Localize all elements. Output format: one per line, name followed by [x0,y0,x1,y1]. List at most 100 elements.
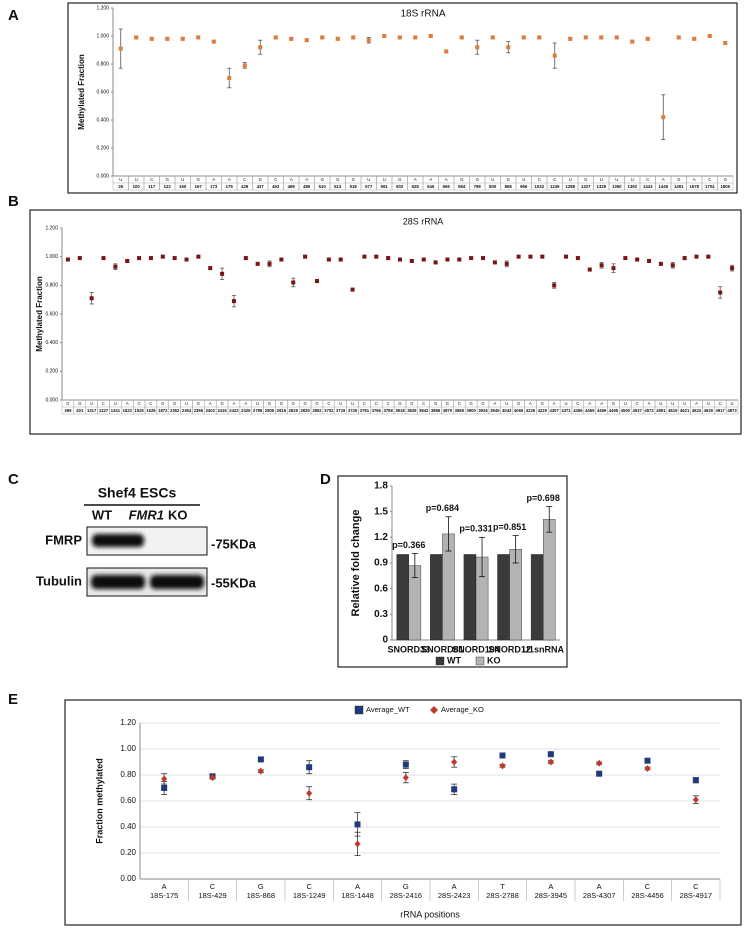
size-marker: -55KDa [211,575,257,590]
base-label: G [280,401,283,406]
y-tick-label: 1.2 [374,532,388,543]
y-tick-label: 0.200 [96,145,109,151]
base-label: A [290,177,293,182]
data-point [661,115,666,120]
position-label: 4043 [502,408,512,413]
bar [530,554,544,641]
y-tick-label: 0.9 [374,558,388,569]
y-tick-label: 1.000 [45,254,58,260]
data-point [475,45,480,50]
blot-band [91,575,145,589]
position-label: 602 [396,184,404,189]
base-label: A [244,401,247,406]
position-label: 3900 [466,408,476,413]
base-label: C [243,177,246,182]
base-label: C [363,401,366,406]
data-point [289,36,294,41]
panel-letter: B [8,193,19,210]
base-label: A [588,401,591,406]
base-label: G [258,882,264,891]
position-label: 4465 [585,408,595,413]
position-label: 2416 [217,408,227,413]
base-label: C [708,177,711,182]
panel-frame [29,209,742,435]
position-label: 1327 [581,184,591,189]
base-label: C [422,401,425,406]
position-label: 100 [133,184,141,189]
base-label: G [161,401,164,406]
data-point [242,63,247,68]
bar [543,519,556,641]
bar [396,554,410,641]
y-axis-label: Relative fold change [350,510,362,617]
position-label: 2830 [300,408,310,413]
data-point [564,254,569,259]
base-label: C [576,401,579,406]
position-label: 1678 [689,184,699,189]
base-label: A [126,401,129,406]
data-point [304,38,309,43]
data-point [77,256,82,261]
data-point [459,35,464,40]
base-label: C [375,401,378,406]
base-label: U [90,401,93,406]
data-point [338,257,343,262]
position-label: 628 [412,184,420,189]
base-label: U [671,401,674,406]
data-point [682,256,687,261]
base-label: G [268,401,271,406]
position-label: 1360 [612,184,622,189]
position-label: 3945 [490,408,500,413]
x-tick-label: 28S-4456 [631,891,664,900]
data-point [723,41,728,45]
data-point [599,263,604,268]
position-label: 3702 [324,408,334,413]
data-point [273,35,278,40]
base-label: U [522,177,525,182]
position-label: 1523 [123,408,133,413]
data-point [670,263,675,268]
base-label: U [615,177,618,182]
base-label: C [646,177,649,182]
position-label: 3870 [443,408,453,413]
base-label: G [197,177,201,182]
base-label: G [403,882,409,891]
base-label: U [256,401,259,406]
lane-label: WT [92,507,112,522]
data-point [165,36,170,41]
position-label: 800 [489,184,497,189]
data-point [568,36,573,41]
data-point [645,36,650,41]
y-tick-label: 0.40 [120,822,136,831]
data-point [172,256,177,261]
base-label: G [220,401,223,406]
data-point [451,786,458,793]
data-point [504,261,509,266]
x-tick-label: 18S-429 [198,891,226,900]
position-label: 2352 [170,408,180,413]
blot-strip [86,526,208,556]
base-label: G [197,401,200,406]
data-point [596,770,603,777]
y-tick-label: 1.00 [120,744,136,753]
data-point [694,254,699,259]
protein-label: Tubulin [36,573,82,588]
position-label: 463 [272,184,280,189]
base-label: G [166,177,170,182]
data-point [160,254,165,259]
data-point [257,756,264,763]
base-label: A [648,401,651,406]
base-label: U [707,401,710,406]
position-label: 167 [195,184,203,189]
position-label: 966 [520,184,528,189]
base-label: C [327,401,330,406]
position-label: 2425 [241,408,251,413]
y-tick-label: 0.400 [45,340,58,346]
base-label: G [460,177,464,182]
data-point [658,261,663,266]
data-point [499,762,506,770]
base-label: G [476,177,480,182]
position-label: 510 [319,184,327,189]
position-label: 3868 [455,408,465,413]
base-label: C [538,177,541,182]
